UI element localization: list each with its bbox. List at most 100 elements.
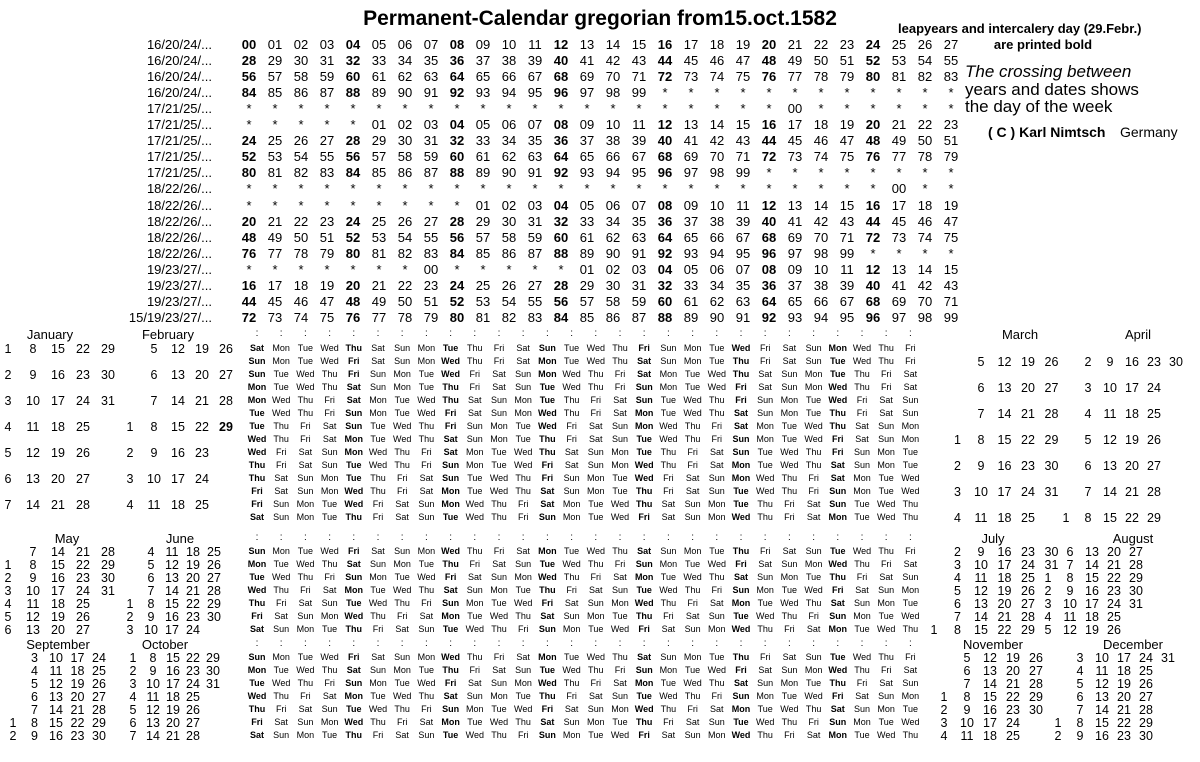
date-cell: 14 (983, 677, 997, 691)
year-cell: 70 (709, 149, 725, 165)
weekday-cell: Sun (781, 369, 798, 379)
date-cell: 23 (186, 664, 200, 678)
date-cell: 3 (129, 677, 137, 691)
year-cell: 64 (657, 229, 673, 245)
weekday-cell: Sat (879, 395, 893, 405)
weekday-cell: Mon (708, 730, 726, 740)
weekday-cell: Fri (784, 512, 795, 522)
column-colon-separator: : (304, 638, 307, 649)
weekday-cell: Wed (489, 717, 509, 727)
date-cell: 29 (1147, 511, 1161, 525)
weekday-cell: Sat (589, 421, 603, 431)
year-cell: 90 (709, 309, 725, 325)
weekday-cell: Sun (684, 512, 701, 522)
year-cell-asterisk: * (740, 85, 746, 101)
weekday-cell: Sat (661, 624, 676, 634)
weekday-cell: Fri (541, 473, 554, 483)
weekday-cell: Sun (732, 691, 750, 701)
year-cell: 83 (423, 245, 439, 261)
crossing-note-line3: the day of the week (965, 97, 1113, 116)
weekday-cell: Fri (856, 678, 868, 688)
year-cell-asterisk: * (714, 85, 720, 101)
year-cell: 18 (709, 37, 725, 52)
weekday-cell: Wed (514, 460, 533, 470)
weekday-cell: Sun (394, 343, 411, 353)
year-cell: 85 (579, 309, 595, 325)
date-cell: 29 (1021, 623, 1035, 637)
weekday-cell: Mon (659, 369, 678, 379)
weekday-cell: Mon (393, 665, 411, 675)
year-cell: 49 (371, 293, 387, 309)
date-cell: 16 (983, 703, 997, 717)
weekday-cell: Wed (489, 486, 509, 496)
date-cell: 3 (4, 584, 12, 598)
year-cell: 26 (397, 213, 413, 229)
weekday-cell: Fri (832, 434, 844, 444)
column-colon-separator: : (255, 638, 259, 649)
date-cell: 11 (26, 597, 40, 611)
weekday-cell: Tue (709, 356, 725, 366)
weekday-cell: Fri (566, 585, 577, 595)
date-cell: 14 (51, 545, 65, 559)
date-cell: 9 (977, 545, 985, 559)
weekday-cell: Sun (515, 665, 532, 675)
weekday-cell: Thu (684, 691, 701, 701)
date-cell: 13 (974, 597, 988, 611)
weekday-cell: Tue (322, 499, 338, 509)
weekday-cell: Fri (638, 730, 650, 740)
date-cell: 9 (31, 729, 38, 743)
weekday-cell: Tue (539, 395, 556, 405)
year-cell: 36 (657, 213, 673, 229)
weekday-cell: Fri (324, 395, 335, 405)
weekday-cell: Sun (611, 691, 628, 701)
weekday-cell: Tue (612, 717, 628, 727)
weekday-cell: Mon (562, 512, 581, 522)
date-cell: 20 (70, 690, 85, 704)
weekday-cell: Thu (781, 486, 798, 496)
date-cell: 2 (129, 664, 137, 678)
weekday-cell: Sat (613, 395, 627, 405)
weekday-cell: Sat (298, 460, 313, 470)
year-cell: 57 (579, 293, 595, 309)
year-cell-asterisk: * (402, 181, 408, 197)
weekday-cell: Mon (853, 473, 871, 483)
weekday-cell: Mon (683, 356, 702, 366)
weekday-cell: Sat (710, 704, 724, 714)
year-cell-asterisk: * (532, 181, 538, 197)
weekday-cell: Sat (661, 512, 676, 522)
date-cell: 11 (974, 571, 988, 585)
year-cell: 29 (579, 277, 595, 293)
year-cell: 05 (683, 261, 699, 277)
date-cell: 1 (129, 651, 137, 665)
weekday-cell: Wed (417, 408, 436, 418)
weekday-cell: Mon (344, 691, 364, 701)
weekday-cell: Wed (901, 717, 920, 727)
date-cell: 23 (195, 446, 209, 460)
weekday-cell: Wed (731, 512, 751, 522)
weekday-cell: Thu (321, 369, 338, 379)
date-cell: 4 (147, 545, 155, 559)
year-cell: 98 (605, 85, 621, 101)
weekday-cell: Sun (660, 356, 677, 366)
weekday-cell: Tue (539, 665, 556, 675)
year-cell: 73 (891, 229, 907, 245)
year-cell-asterisk: * (350, 197, 356, 213)
year-cell: 37 (683, 213, 699, 229)
date-cell: 9 (977, 459, 985, 473)
weekday-cell: Sun (853, 598, 870, 608)
weekday-cell: Sun (878, 585, 895, 595)
date-cell: 12 (49, 677, 63, 691)
year-cell: 18 (813, 117, 829, 133)
date-cell: 20 (1125, 459, 1139, 473)
weekday-cell: Sat (733, 572, 748, 582)
weekday-cell: Thu (854, 369, 870, 379)
weekday-cell: Wed (659, 691, 678, 701)
year-cell: 42 (813, 213, 829, 229)
weekday-cell: Thu (588, 369, 604, 379)
weekday-cell: Sat (298, 704, 313, 714)
year-cell: 57 (475, 229, 491, 245)
date-cell: 3 (954, 485, 961, 499)
year-cell: 04 (449, 117, 465, 133)
month-label-june: June (165, 531, 195, 546)
weekday-cell: Tue (418, 369, 434, 379)
